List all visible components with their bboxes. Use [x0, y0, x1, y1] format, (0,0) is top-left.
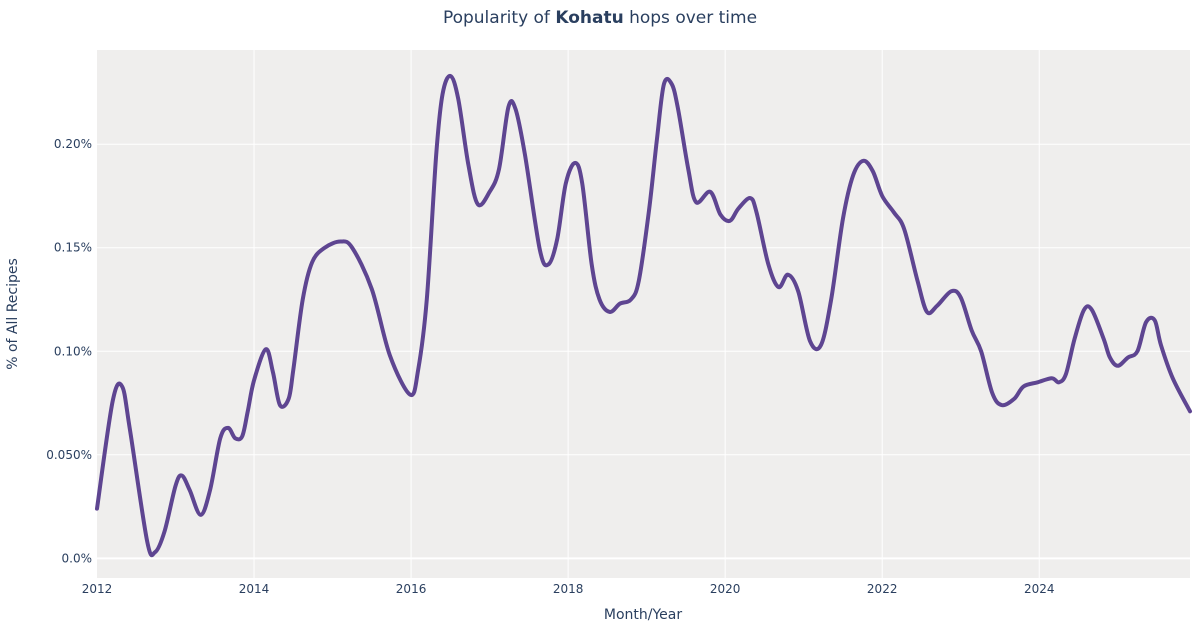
- x-tick-label: 2022: [867, 582, 898, 596]
- chart-title: Popularity of Kohatu hops over time: [0, 8, 1200, 28]
- title-prefix: Popularity of: [442, 8, 556, 28]
- title-suffix: hops over time: [623, 8, 758, 28]
- y-tick-label: 0.10%: [54, 344, 92, 358]
- y-tick-label: 0.050%: [46, 448, 92, 462]
- grid: [97, 50, 1190, 578]
- y-tick-label: 0.20%: [54, 137, 92, 151]
- x-axis-label: Month/Year: [604, 607, 682, 623]
- y-tick-label: 0.0%: [62, 551, 93, 565]
- title-hop-name: Kohatu: [555, 8, 624, 28]
- ticks: 2012 2014 2016 2018 2020 2022 2024 0.0% 0.050% 0.…: [46, 137, 1054, 596]
- series-line-kohatu: [95, 73, 1192, 558]
- x-tick-label: 2014: [239, 582, 270, 596]
- plot-area: [97, 50, 1190, 578]
- x-tick-label: 2016: [396, 582, 427, 596]
- x-tick-label: 2024: [1024, 582, 1055, 596]
- x-tick-label: 2020: [710, 582, 741, 596]
- x-tick-label: 2018: [553, 582, 584, 596]
- x-tick-label: 2012: [82, 582, 113, 596]
- y-tick-label: 0.15%: [54, 241, 92, 255]
- y-axis-label: % of All Recipes: [5, 258, 21, 370]
